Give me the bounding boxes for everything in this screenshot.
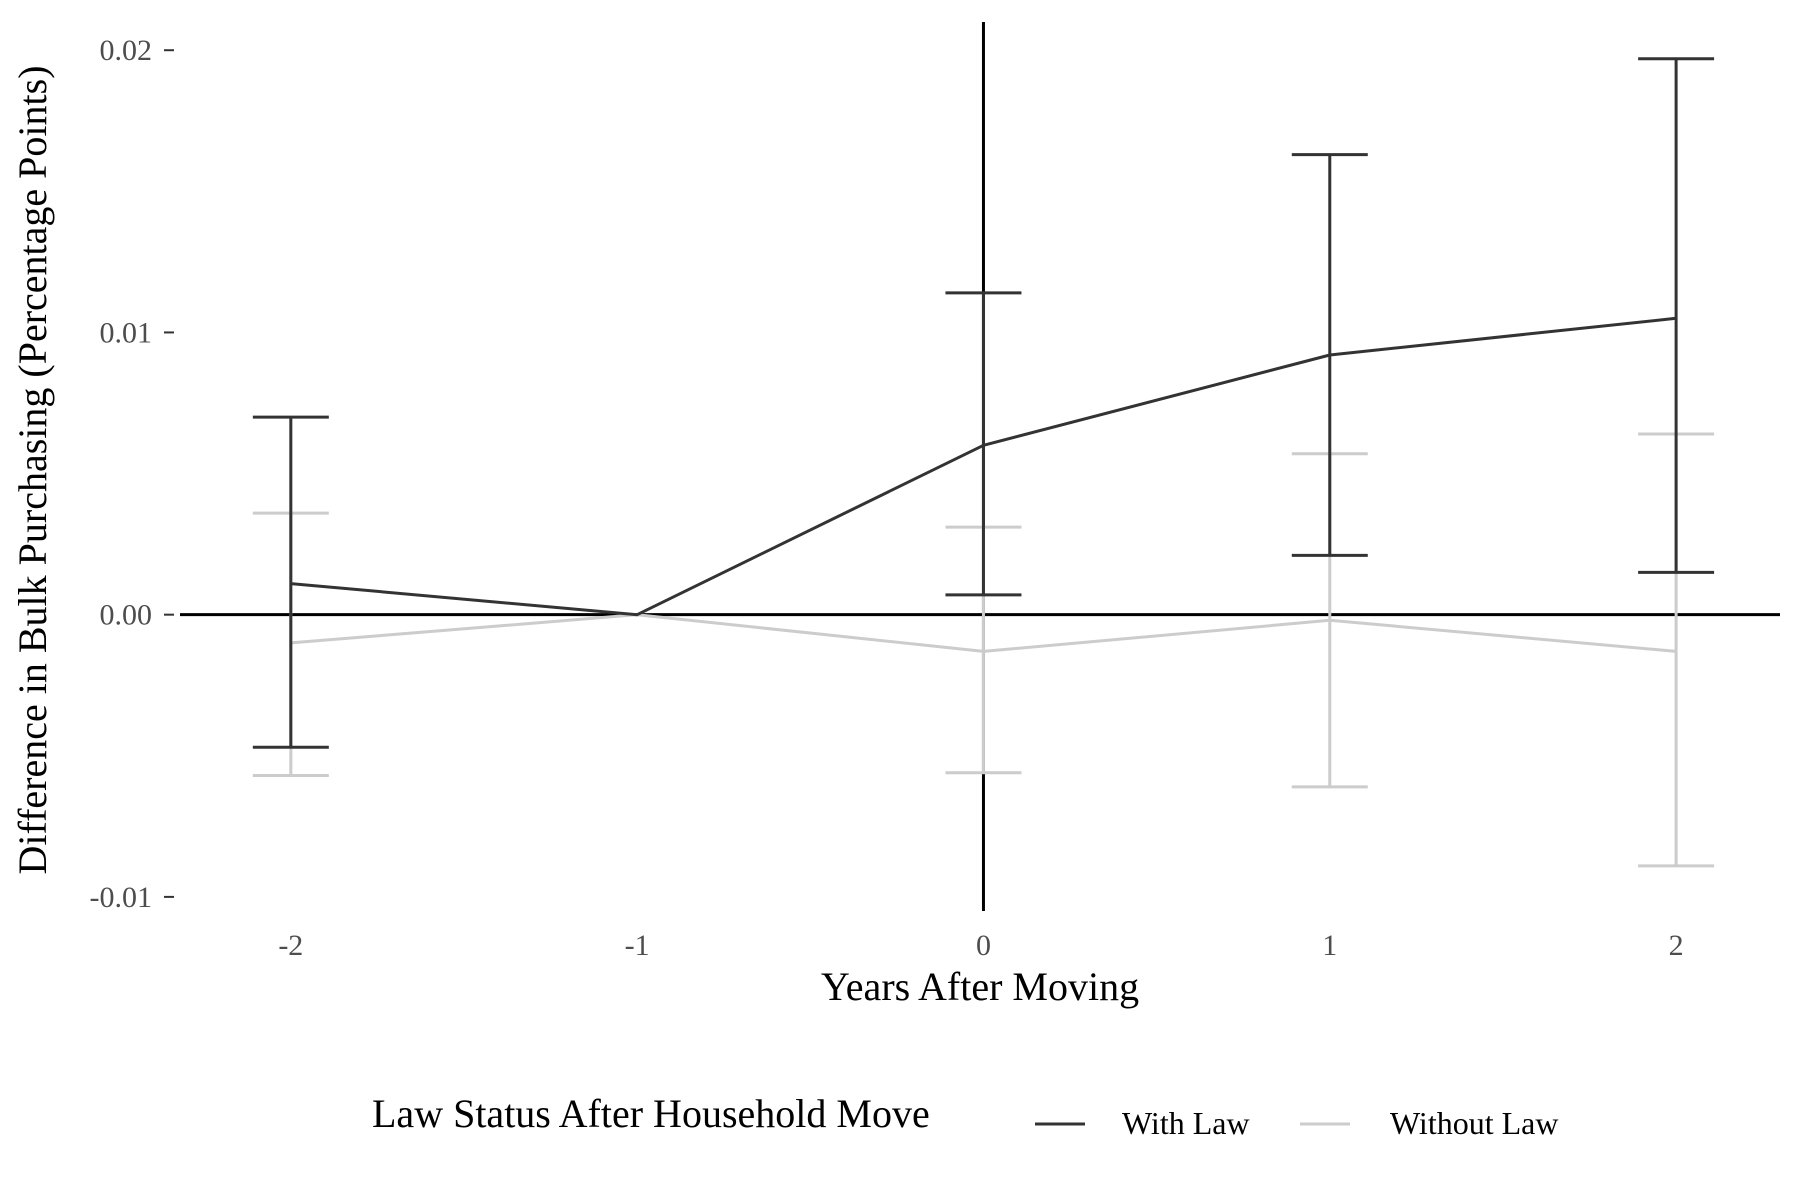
series-line-with-law [290, 316, 1677, 617]
x-tick-label-2: 0 [976, 929, 991, 962]
series-line-without-law [290, 613, 1677, 653]
y-tick-label-0: 0.02 [100, 34, 153, 67]
legend-title: Law Status After Household Move [372, 1091, 930, 1136]
axes: 0.02 0.01 0.00 -0.01 -2 -1 0 1 2 [90, 34, 1684, 962]
x-tick-label-0: -2 [278, 929, 303, 962]
legend-label-without-law: Without Law [1390, 1105, 1558, 1141]
x-axis-title: Years After Moving [821, 964, 1139, 1009]
y-axis-title: Difference in Bulk Purchasing (Percentag… [10, 65, 55, 874]
x-tick-label-3: 1 [1322, 929, 1337, 962]
x-tick-label-4: 2 [1669, 929, 1684, 962]
plot-area [180, 22, 1780, 911]
y-tick-label-1: 0.01 [100, 316, 153, 349]
legend: Law Status After Household Move With Law… [372, 1091, 1558, 1141]
y-tick-label-2: 0.00 [100, 599, 153, 632]
legend-label-with-law: With Law [1122, 1105, 1250, 1141]
x-tick-label-1: -1 [625, 929, 650, 962]
y-tick-label-3: -0.01 [90, 881, 153, 914]
